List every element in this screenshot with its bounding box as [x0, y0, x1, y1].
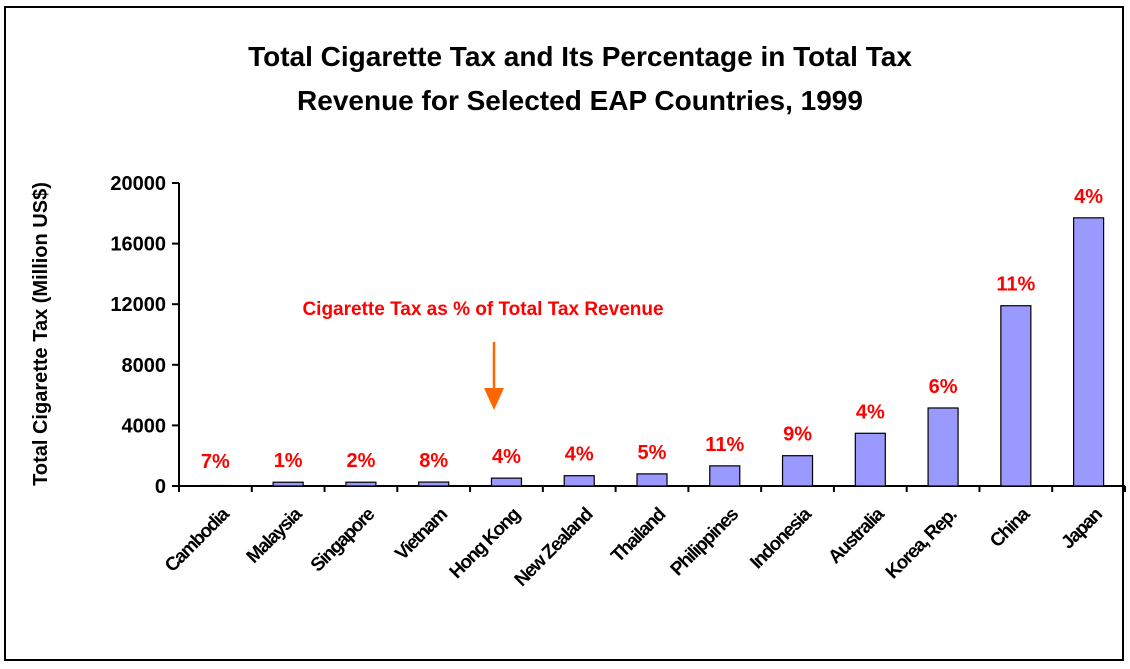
- data-label: 4%: [856, 401, 885, 423]
- bar: [345, 481, 377, 487]
- x-tick-label: Hong Kong: [446, 504, 525, 583]
- x-tick-label: Vietnam: [391, 504, 451, 564]
- data-label: 9%: [783, 424, 812, 446]
- bar: [490, 477, 523, 487]
- bar: [418, 481, 450, 487]
- data-label: 6%: [929, 376, 958, 398]
- bar: [563, 475, 595, 487]
- y-axis-label: Total Cigarette Tax (Million US$): [30, 182, 52, 486]
- data-label: 2%: [346, 450, 375, 472]
- x-tick-label: New Zealand: [511, 504, 598, 591]
- chart-title-line-2: Revenue for Selected EAP Countries, 1999: [297, 85, 863, 116]
- bar: [199, 484, 231, 487]
- y-tick-label: 20000: [110, 173, 166, 195]
- x-tick-label: Singapore: [307, 504, 379, 576]
- bar: [709, 465, 741, 487]
- x-axis: [178, 485, 1126, 492]
- data-label: 8%: [419, 450, 448, 472]
- data-label: 4%: [565, 444, 594, 466]
- data-label: 11%: [996, 274, 1035, 296]
- y-tick-label: 8000: [122, 355, 167, 377]
- bar: [1073, 217, 1105, 487]
- y-tick-label: 0: [155, 476, 166, 498]
- x-tick-label: China: [986, 503, 1035, 552]
- x-tick-label: Philippines: [667, 504, 743, 580]
- bars: [199, 217, 1105, 487]
- bar: [1000, 305, 1032, 487]
- bar: [927, 407, 959, 487]
- annotation-arrow-icon: [484, 342, 504, 410]
- y-tick-label: 12000: [110, 294, 166, 316]
- data-label: 7%: [201, 451, 230, 473]
- chart-frame: [4, 6, 1124, 661]
- data-labels: 7% 1% 2% 8% 4% 4% 5% 11% 9% 4% 6% 11% 4%: [201, 186, 1103, 473]
- bar: [854, 432, 886, 487]
- x-tick-label: Malaysia: [243, 503, 307, 567]
- data-label: 4%: [492, 446, 521, 468]
- data-label: 5%: [638, 442, 667, 464]
- y-tick-label: 16000: [110, 234, 166, 256]
- x-tick-label: Australia: [824, 503, 889, 568]
- chart-title-line-1: Total Cigarette Tax and Its Percentage i…: [248, 41, 912, 72]
- y-axis: 0 4000 8000 12000 16000 20000: [110, 173, 180, 498]
- x-tick-label: Korea, Rep.: [882, 505, 961, 584]
- x-tick-label: Cambodia: [161, 503, 234, 576]
- data-label: 4%: [1074, 186, 1103, 208]
- bar: [781, 455, 814, 487]
- bar: [636, 473, 668, 487]
- data-label: 11%: [705, 434, 744, 456]
- x-tick-label: Thailand: [607, 504, 670, 567]
- data-label: 1%: [274, 450, 303, 472]
- bar: [272, 481, 304, 487]
- annotation-text: Cigarette Tax as % of Total Tax Revenue: [302, 299, 663, 320]
- x-tick-label: Japan: [1057, 504, 1106, 553]
- x-tick-label: Indonesia: [746, 503, 816, 573]
- y-tick-label: 4000: [122, 415, 167, 437]
